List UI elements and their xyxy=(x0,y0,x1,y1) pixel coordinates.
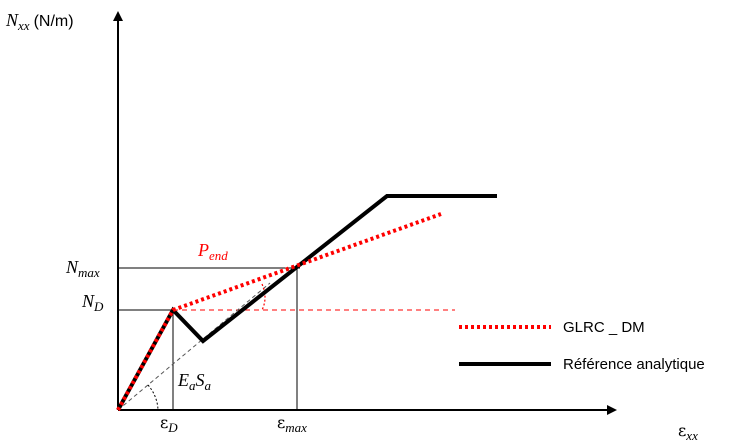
n-d-label: ND xyxy=(81,291,104,314)
x-axis-label: εxx xyxy=(678,421,698,442)
legend: GLRC _ DM Référence analytique xyxy=(459,319,705,373)
p-end-label: Pend xyxy=(197,240,228,263)
eps-max-label: εmax xyxy=(277,413,307,435)
eps-d-label: εD xyxy=(160,413,178,435)
legend-reference-label: Référence analytique xyxy=(563,356,705,373)
n-max-label: Nmax xyxy=(65,257,100,280)
ea-sa-label: EaSa xyxy=(177,370,212,393)
elastic-dashed-line xyxy=(117,282,271,411)
legend-glrc-label: GLRC _ DM xyxy=(563,319,645,336)
reference-curve xyxy=(116,194,497,411)
angle-arc xyxy=(147,384,159,411)
p-end-angle-arc xyxy=(261,283,266,311)
glrc-curve xyxy=(116,212,442,411)
y-axis-label: Nxx (N/m) xyxy=(5,10,74,33)
